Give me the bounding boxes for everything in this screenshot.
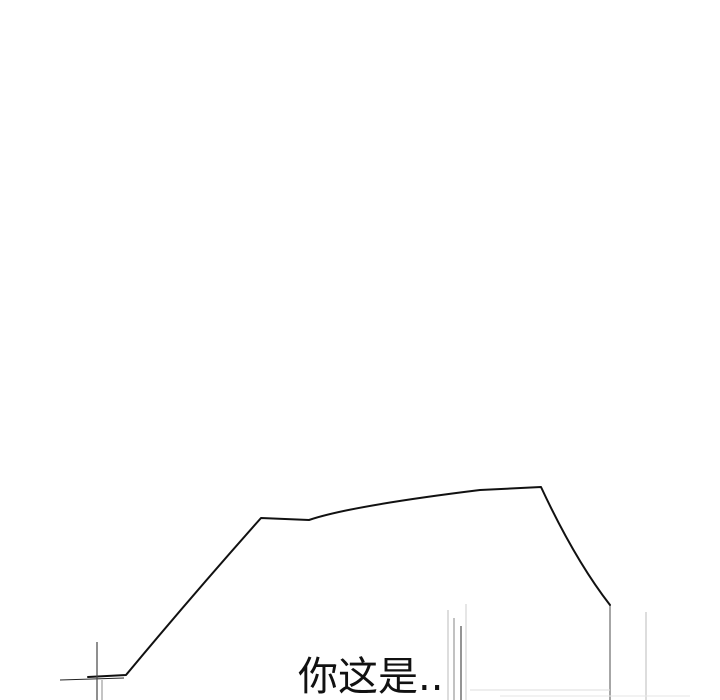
motion-line [59, 677, 125, 681]
dialogue-caption: 你这是.. [298, 654, 444, 700]
object-outline [87, 486, 611, 678]
